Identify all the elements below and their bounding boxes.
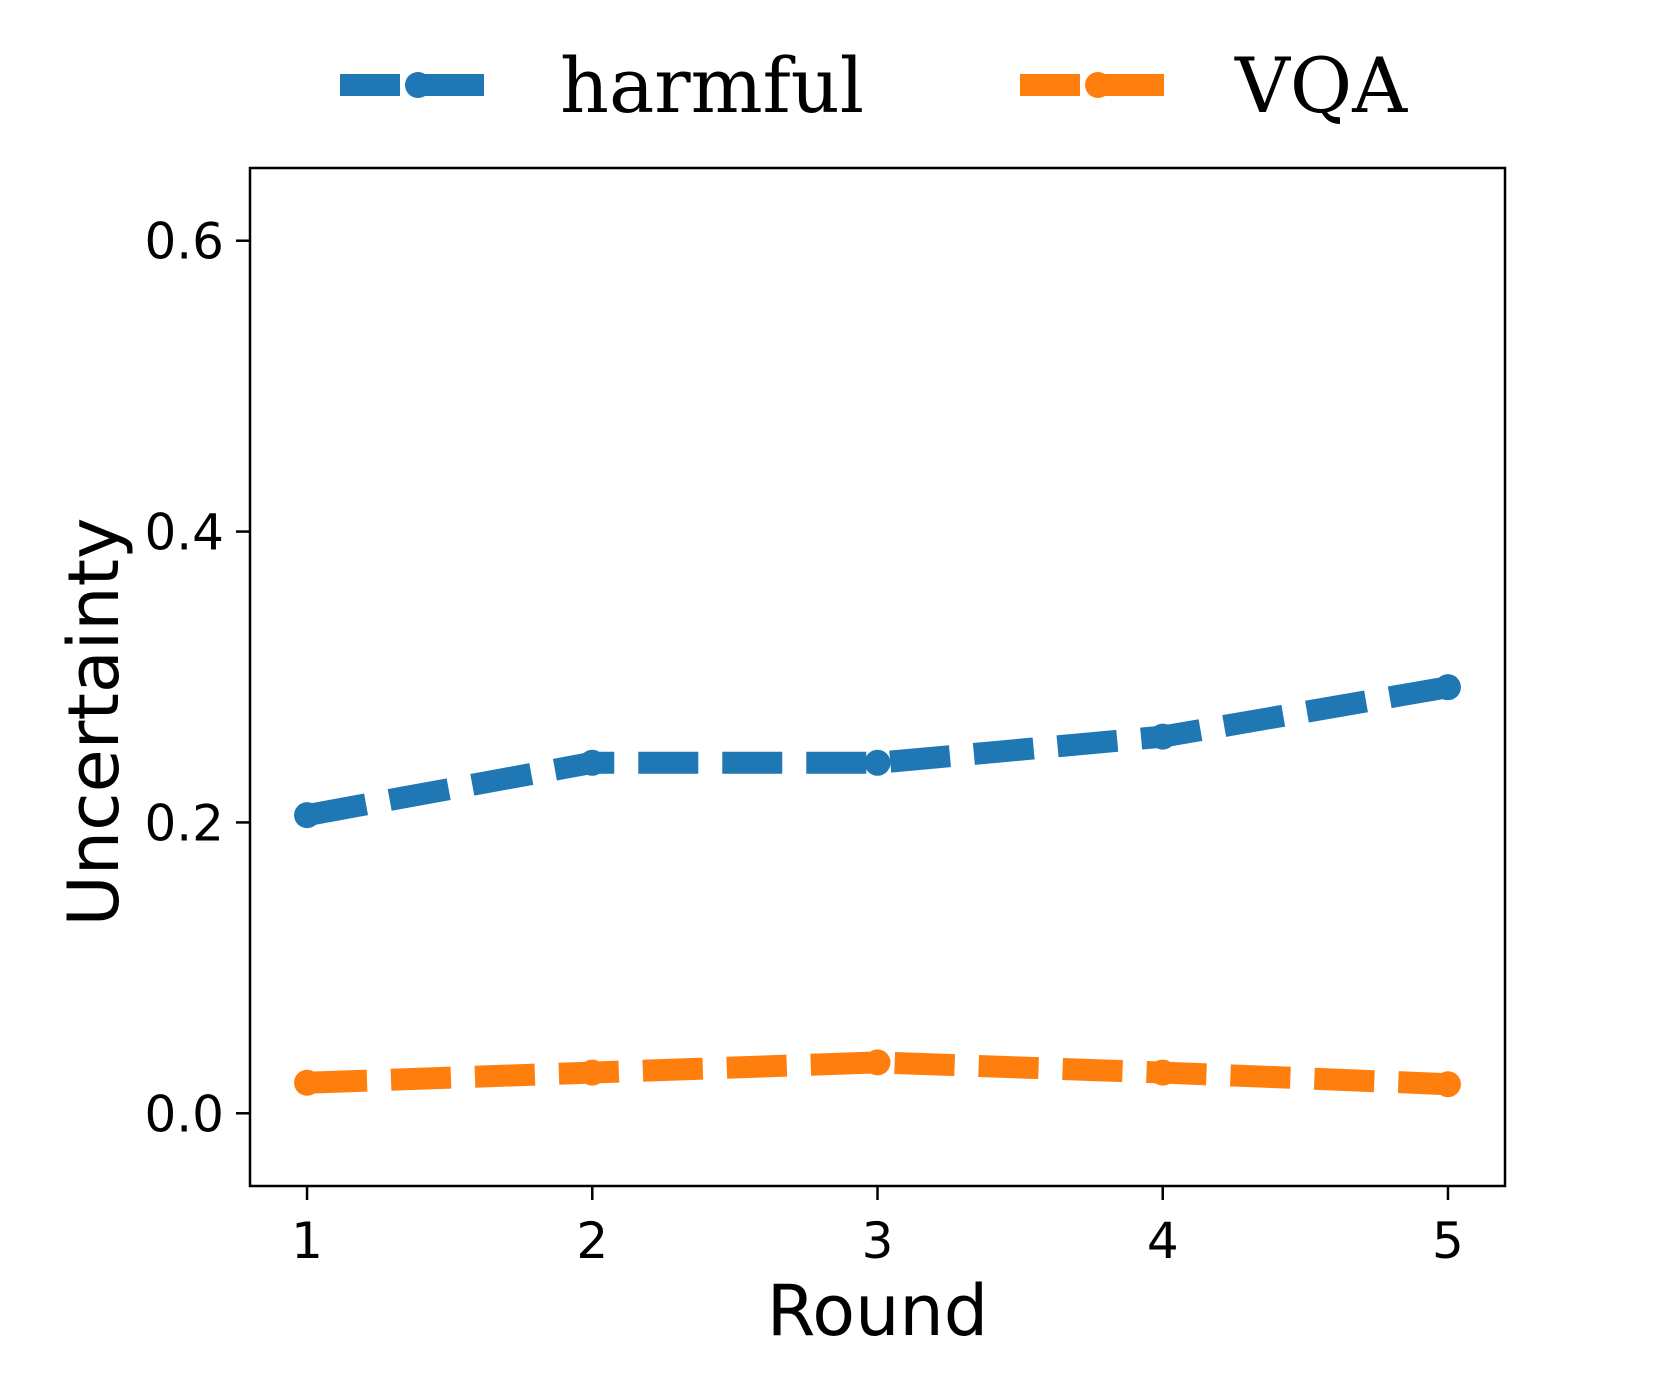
y-axis: 0.0 0.2 0.4 0.6: [144, 213, 250, 1143]
series-vqa: [294, 1049, 1461, 1098]
data-point: [579, 1059, 606, 1086]
data-point: [294, 1069, 321, 1096]
x-tick-label: 1: [291, 1212, 323, 1270]
data-point: [1434, 1071, 1461, 1098]
y-axis-label: Uncertainty: [53, 518, 135, 927]
y-tick-label: 0.4: [144, 504, 224, 562]
data-point: [294, 802, 321, 829]
legend-label: harmful: [560, 41, 864, 130]
legend-marker: [405, 72, 431, 98]
data-point: [864, 1049, 891, 1076]
x-tick-label: 3: [862, 1212, 894, 1270]
data-point: [579, 749, 606, 776]
legend-item-vqa: VQA: [1020, 41, 1408, 130]
x-tick-label: 2: [576, 1212, 608, 1270]
legend-label: VQA: [1234, 41, 1408, 130]
data-point: [1434, 674, 1461, 701]
data-point: [864, 749, 891, 776]
series-line: [305, 676, 1450, 826]
x-axis: 1 2 3 4 5: [291, 1186, 1464, 1270]
y-tick-label: 0.2: [144, 794, 224, 852]
legend-marker: [1085, 72, 1111, 98]
x-axis-label: Round: [767, 1270, 988, 1352]
series-harmful: [294, 674, 1461, 829]
y-tick-label: 0.0: [144, 1085, 224, 1143]
x-tick-label: 4: [1147, 1212, 1179, 1270]
series-line: [306, 1051, 1449, 1096]
x-tick-label: 5: [1432, 1212, 1464, 1270]
data-point: [1149, 1059, 1176, 1086]
data-point: [1149, 723, 1176, 750]
legend-item-harmful: harmful: [340, 41, 864, 130]
y-tick-label: 0.6: [144, 213, 224, 271]
series-layer: [294, 674, 1461, 1098]
plot-frame: [248, 166, 1507, 1188]
legend: harmful VQA: [340, 41, 1408, 130]
